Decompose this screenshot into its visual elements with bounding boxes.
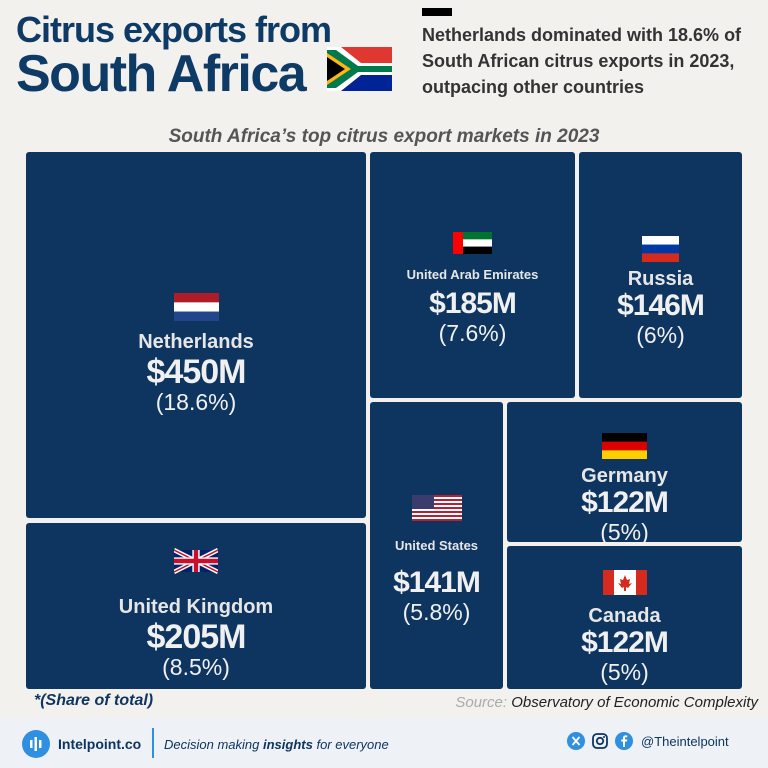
data-label-value: $122M bbox=[581, 486, 669, 519]
data-label-share: (6%) bbox=[636, 322, 685, 348]
tagline-post: for everyone bbox=[312, 737, 389, 752]
tagline-pre: Decision making bbox=[164, 737, 263, 752]
data-label-share: (8.5%) bbox=[162, 654, 230, 680]
tile-label: Netherlands bbox=[138, 331, 254, 353]
tile-canada: Canada $122M (5%) bbox=[507, 546, 742, 689]
uae-flag-icon bbox=[453, 232, 492, 254]
data-label-value: $450M bbox=[146, 353, 247, 391]
tile-label: Germany bbox=[581, 465, 668, 487]
headline-accent-bar bbox=[422, 8, 452, 16]
tile-germany: Germany $122M (5%) bbox=[507, 402, 742, 545]
data-label-share: (5.8%) bbox=[402, 599, 471, 625]
united-kingdom-flag-icon bbox=[174, 548, 218, 574]
data-label-share: (5%) bbox=[600, 659, 649, 685]
tile-united-arab-emirates: United Arab Emirates $185M (7.6%) bbox=[370, 152, 575, 398]
social-links: @Theintelpoint bbox=[567, 732, 729, 750]
tile-label: United Arab Emirates bbox=[406, 267, 539, 282]
brand-name[interactable]: Intelpoint.co bbox=[58, 736, 142, 752]
footer-divider bbox=[152, 728, 154, 758]
headline: Netherlands dominated with 18.6% of Sout… bbox=[422, 25, 742, 97]
tile-united-kingdom: United Kingdom $205M (8.5%) bbox=[26, 523, 366, 689]
tagline: Decision making insights for everyone bbox=[164, 737, 389, 752]
data-label-share: (7.6%) bbox=[438, 320, 507, 346]
tile-label: Russia bbox=[627, 268, 694, 290]
south-africa-flag-icon bbox=[327, 47, 392, 91]
tile-label: Canada bbox=[588, 605, 661, 627]
russia-flag-icon bbox=[642, 236, 679, 262]
title-line-2: South Africa bbox=[16, 45, 307, 103]
share-note: *(Share of total) bbox=[34, 692, 154, 709]
instagram-icon[interactable] bbox=[591, 732, 609, 750]
title-line-1: Citrus exports from bbox=[16, 9, 332, 50]
tile-russia: Russia $146M (6%) bbox=[579, 152, 742, 398]
tile-united-states: United States $141M (5.8%) bbox=[370, 402, 503, 689]
data-label-value: $205M bbox=[146, 618, 247, 656]
data-label-value: $141M bbox=[393, 566, 481, 599]
data-label-value: $185M bbox=[429, 287, 517, 320]
source-label: Source: bbox=[455, 694, 508, 711]
tile-label: United Kingdom bbox=[118, 596, 274, 618]
data-label-value: $122M bbox=[581, 626, 669, 659]
germany-flag-icon bbox=[602, 433, 647, 459]
facebook-icon[interactable] bbox=[615, 732, 633, 750]
intelpoint-logo-icon[interactable] bbox=[22, 730, 50, 758]
chart-title: South Africa’s top citrus export markets… bbox=[168, 126, 600, 147]
data-label-share: (18.6%) bbox=[155, 389, 237, 415]
data-label-value: $146M bbox=[617, 289, 705, 322]
x-icon[interactable] bbox=[567, 732, 585, 750]
data-label-share: (5%) bbox=[600, 519, 649, 545]
tile-netherlands: Netherlands $450M (18.6%) bbox=[26, 152, 366, 518]
netherlands-flag-icon bbox=[173, 293, 219, 321]
footer: Intelpoint.co Decision making insights f… bbox=[0, 718, 768, 768]
source-text: Observatory of Economic Complexity bbox=[511, 694, 758, 711]
canada-flag-icon bbox=[602, 570, 647, 595]
united-states-flag-icon bbox=[411, 495, 462, 521]
social-handle[interactable]: @Theintelpoint bbox=[641, 733, 729, 749]
tile-label: United States bbox=[394, 538, 479, 553]
tagline-bold: insights bbox=[263, 737, 313, 752]
source-note: Source: Observatory of Economic Complexi… bbox=[455, 694, 758, 711]
